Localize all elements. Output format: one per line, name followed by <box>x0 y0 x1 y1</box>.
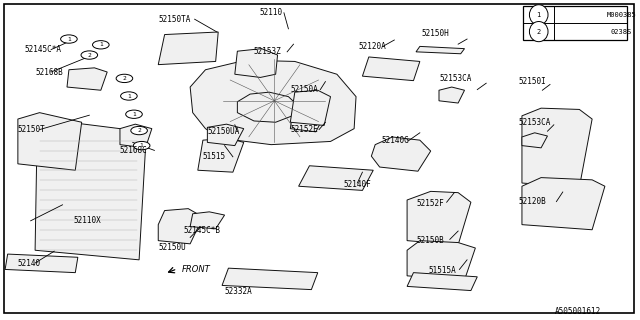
Polygon shape <box>237 92 299 122</box>
Polygon shape <box>407 273 477 291</box>
Text: 52110: 52110 <box>259 8 282 17</box>
Text: 52120B: 52120B <box>518 197 546 206</box>
Text: 52153CA: 52153CA <box>518 118 550 127</box>
Text: 52153CA: 52153CA <box>439 74 472 83</box>
Polygon shape <box>190 60 356 145</box>
Polygon shape <box>522 108 592 187</box>
Text: 51515A: 51515A <box>429 266 456 275</box>
Polygon shape <box>207 124 244 146</box>
Polygon shape <box>439 87 465 103</box>
Text: 52150H: 52150H <box>421 29 449 38</box>
Text: 52152F: 52152F <box>416 199 444 208</box>
Polygon shape <box>67 68 107 90</box>
Polygon shape <box>371 137 431 171</box>
Ellipse shape <box>529 5 548 25</box>
Polygon shape <box>291 90 330 125</box>
Text: 52140G: 52140G <box>381 136 410 145</box>
Text: 52120A: 52120A <box>358 42 387 51</box>
Text: 52140: 52140 <box>18 260 41 268</box>
Polygon shape <box>18 113 82 170</box>
Polygon shape <box>407 191 471 245</box>
Polygon shape <box>35 122 145 260</box>
Ellipse shape <box>131 126 147 135</box>
Ellipse shape <box>81 51 98 59</box>
Text: 52150B: 52150B <box>416 236 444 245</box>
Text: M000385: M000385 <box>607 12 636 18</box>
Text: 52110X: 52110X <box>74 216 101 225</box>
Ellipse shape <box>133 141 150 150</box>
Polygon shape <box>522 178 605 230</box>
Polygon shape <box>120 124 152 148</box>
Polygon shape <box>5 254 78 273</box>
Text: 1: 1 <box>99 42 102 47</box>
Text: 1: 1 <box>536 12 541 18</box>
Text: 52150U: 52150U <box>158 244 186 252</box>
Text: 52332A: 52332A <box>225 287 252 296</box>
Ellipse shape <box>93 41 109 49</box>
Text: 2: 2 <box>137 128 141 133</box>
Polygon shape <box>190 212 225 229</box>
Text: 0238S: 0238S <box>611 28 632 35</box>
Ellipse shape <box>116 74 132 83</box>
FancyBboxPatch shape <box>4 4 634 313</box>
Polygon shape <box>291 111 324 132</box>
Polygon shape <box>222 268 317 290</box>
Text: 52150A: 52150A <box>291 85 318 94</box>
Text: 1: 1 <box>132 112 136 117</box>
Text: 52168B: 52168B <box>35 68 63 76</box>
Text: 52152E: 52152E <box>291 125 318 134</box>
Text: 52153Z: 52153Z <box>254 47 282 56</box>
Text: 52150UA: 52150UA <box>207 127 240 136</box>
Text: 1: 1 <box>127 93 131 99</box>
Polygon shape <box>158 209 203 244</box>
Text: 52150I: 52150I <box>518 77 546 86</box>
Text: 51515: 51515 <box>203 152 226 161</box>
Text: 52145C*B: 52145C*B <box>184 226 221 235</box>
Polygon shape <box>235 49 278 77</box>
Text: 52168C: 52168C <box>120 146 148 155</box>
Text: 52145C*A: 52145C*A <box>24 45 61 54</box>
Text: 2: 2 <box>536 28 541 35</box>
Text: 2: 2 <box>88 52 92 58</box>
Text: 1: 1 <box>140 143 143 148</box>
Ellipse shape <box>120 92 137 100</box>
Text: 52150T: 52150T <box>18 125 45 134</box>
Polygon shape <box>198 138 244 172</box>
Text: 52140F: 52140F <box>343 180 371 188</box>
Text: 2: 2 <box>122 76 126 81</box>
Polygon shape <box>362 57 420 81</box>
Polygon shape <box>158 32 218 65</box>
Ellipse shape <box>61 35 77 43</box>
Ellipse shape <box>125 110 142 118</box>
Polygon shape <box>299 166 373 190</box>
Polygon shape <box>416 46 465 54</box>
Polygon shape <box>407 241 476 280</box>
Polygon shape <box>522 133 547 148</box>
Text: 1: 1 <box>67 36 71 42</box>
Text: FRONT: FRONT <box>182 265 211 274</box>
Text: 52150TA: 52150TA <box>158 15 191 24</box>
Text: A505001612: A505001612 <box>555 307 602 316</box>
Ellipse shape <box>529 21 548 42</box>
FancyBboxPatch shape <box>524 6 627 40</box>
